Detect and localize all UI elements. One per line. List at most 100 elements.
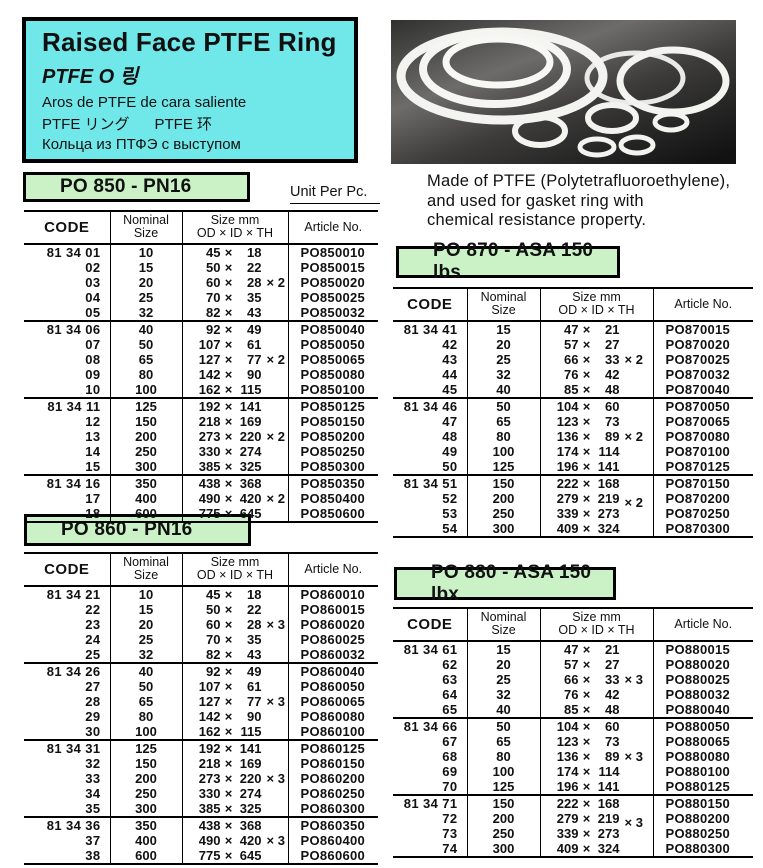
article-no-cell: PO860065	[287, 694, 378, 709]
article-no-cell: PO860040	[287, 662, 378, 679]
size-separator: ×	[224, 709, 233, 724]
size-id: 141	[597, 459, 620, 474]
size-id: 21	[605, 322, 620, 337]
size-cell: 162 × 115	[181, 382, 288, 398]
nominal-size-cell: 20	[466, 657, 540, 672]
size-id: 420	[239, 833, 262, 848]
size-id: 60	[605, 399, 620, 414]
table-row: 67 65 123 × 73 PO880065	[393, 734, 753, 749]
size-cell: 85 × 48	[539, 382, 653, 398]
size-od: 82	[206, 647, 221, 662]
table-row: 81 34 31 125 192 × 141 PO860125	[24, 739, 378, 756]
table-row: 53 250 339 × 273 PO870250	[393, 506, 753, 521]
nominal-size-cell: 25	[109, 290, 182, 305]
size-id: 368	[239, 476, 262, 491]
table-row: 65 40 85 × 48 PO880040	[393, 702, 753, 718]
table-row: 35 300 385 × 325 PO860300	[24, 801, 378, 817]
size-id: 42	[605, 687, 620, 702]
size-od: 107	[198, 679, 221, 694]
header-row: CODE Nominal Size Size mm OD × ID × TH Articl…	[24, 553, 378, 587]
size-id: 49	[247, 664, 262, 679]
size-od: 70	[206, 290, 221, 305]
size-separator: ×	[582, 749, 591, 764]
size-separator: ×	[582, 399, 591, 414]
size-separator: ×	[582, 687, 591, 702]
col-header-code: CODE	[24, 211, 110, 245]
size-id: 77	[247, 352, 262, 367]
size-id: 33	[605, 672, 620, 687]
size-separator: ×	[582, 657, 591, 672]
size-od: 123	[556, 414, 579, 429]
size-separator: ×	[224, 617, 233, 632]
code-cell: 08	[85, 352, 101, 367]
size-id: 27	[605, 337, 620, 352]
size-separator: ×	[224, 506, 233, 521]
size-id: 61	[247, 679, 262, 694]
table-row: 81 34 41 15 47 × 21 PO870015	[393, 321, 753, 337]
size-cell: 409 × 324	[539, 841, 653, 857]
nominal-size-cell: 150	[466, 474, 540, 491]
size-od: 339	[556, 506, 579, 521]
size-thickness: × 3	[266, 694, 285, 709]
size-id: 220	[239, 429, 262, 444]
size-od: 76	[564, 367, 579, 382]
size-od: 218	[198, 756, 221, 771]
nominal-size-cell: 300	[109, 459, 182, 475]
code-cell: 62	[442, 657, 458, 672]
nominal-size-cell: 32	[466, 367, 540, 382]
article-no-cell: PO870032	[652, 367, 753, 382]
article-no-cell: PO860300	[287, 801, 378, 817]
table-row: 09 80 142 × 90 PO850080	[24, 367, 378, 382]
size-separator: ×	[224, 664, 233, 679]
code-cell: 24	[85, 632, 101, 647]
nominal-size-cell: 15	[466, 641, 540, 657]
header-line: Size mm	[210, 213, 260, 227]
nominal-size-cell: 150	[466, 794, 540, 811]
size-cell: 142 × 90	[181, 709, 288, 724]
size-od: 409	[556, 841, 579, 856]
size-id: 77	[247, 694, 262, 709]
table-po860: CODE Nominal Size Size mm OD × ID × TH Articl…	[24, 552, 378, 865]
table-row: 27 50 107 × 61 PO860050	[24, 679, 378, 694]
code-cell: 05	[85, 305, 101, 320]
size-od: 123	[556, 734, 579, 749]
table-row: 45 40 85 × 48 PO870040	[393, 382, 753, 398]
po850-grid: CODE Nominal Size Size mm OD × ID × TH Articl…	[24, 210, 378, 523]
size-cell: 196 × 141	[539, 459, 653, 475]
code-cell: 81 34 06	[24, 320, 110, 337]
size-thickness: × 2	[266, 429, 285, 444]
size-od: 60	[206, 617, 221, 632]
size-od: 174	[556, 764, 579, 779]
table-row: 29 80 142 × 90 PO860080	[24, 709, 378, 724]
table-row: 62 20 57 × 27 PO880020	[393, 657, 753, 672]
article-no-cell: PO860080	[287, 709, 378, 724]
size-od: 136	[556, 749, 579, 764]
code-cell: 15	[85, 459, 101, 474]
article-no-cell: PO870040	[652, 382, 753, 398]
article-no-cell: PO860020	[287, 617, 378, 632]
size-cell: 57 × 27	[539, 337, 653, 352]
nominal-size-cell: 125	[466, 459, 540, 475]
table-row: 38 600 775 × 645 PO860600	[24, 848, 378, 864]
size-id: 115	[240, 382, 262, 397]
nominal-size-cell: 25	[466, 352, 540, 367]
section-title-po880: PO 880 - ASA 150 lbx	[394, 562, 616, 605]
size-id: 645	[239, 848, 262, 863]
article-no-cell: PO880065	[652, 734, 753, 749]
size-separator: ×	[224, 786, 233, 801]
article-no-cell: PO870025	[652, 352, 753, 367]
table-row: 25 32 82 × 43 PO860032	[24, 647, 378, 663]
table-po870: CODE Nominal Size Size mm OD × ID × TH Articl…	[393, 287, 753, 538]
code-cell: 81 34 71	[393, 794, 467, 811]
product-title-spanish: Aros de PTFE de cara saliente	[42, 94, 247, 111]
size-thickness: × 3	[266, 833, 285, 848]
table-row: 81 34 66 50 104 × 60 PO880050	[393, 717, 753, 734]
size-cell: 92 × 49	[181, 320, 288, 337]
size-od: 330	[198, 786, 221, 801]
size-od: 385	[198, 801, 221, 816]
size-thickness: × 2	[266, 352, 285, 367]
size-od: 104	[556, 719, 579, 734]
size-id: 43	[247, 305, 262, 320]
article-no-cell: PO850300	[287, 459, 378, 475]
size-cell: 218 × 169	[181, 414, 288, 429]
